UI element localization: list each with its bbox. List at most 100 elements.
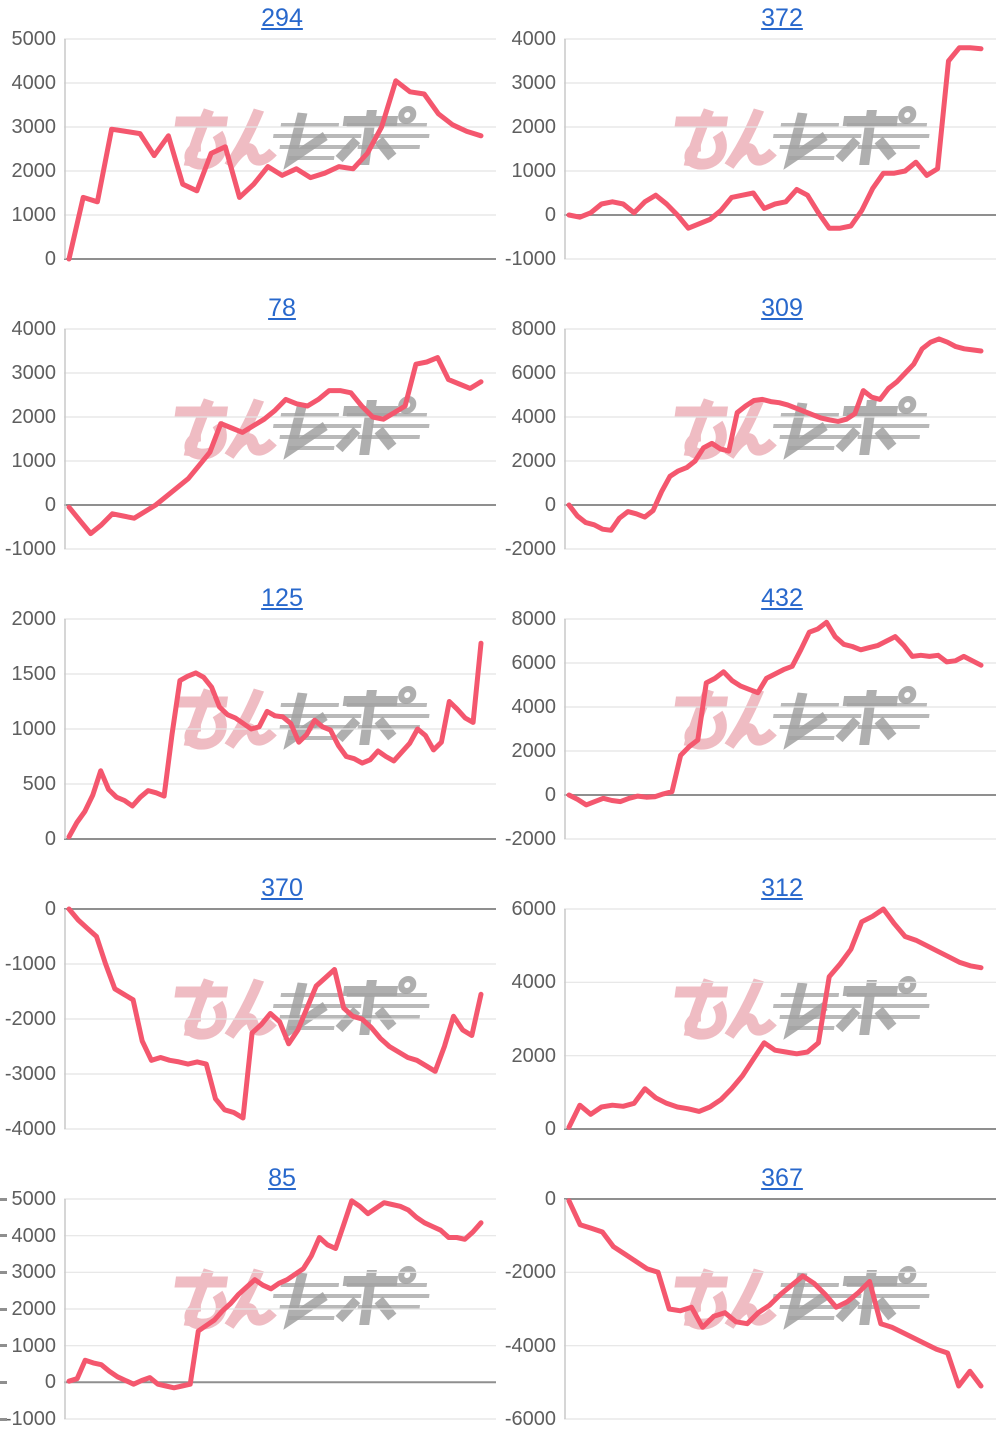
chart-title-link[interactable]: 372	[761, 4, 803, 32]
chart-body: 8000 6000 4000 2000 0 -2000	[500, 319, 1000, 559]
y-tick-label: 4000	[511, 406, 557, 428]
y-tick-label: 4000	[511, 28, 557, 50]
chart-cell: 367 0 -2000 -4000 -6000	[500, 1160, 1000, 1450]
clipped-tick-mark	[0, 1270, 7, 1274]
y-tick-label: 1000	[11, 204, 57, 226]
plot-area	[564, 1196, 996, 1422]
chart-body: 4000 3000 2000 1000 0 -1000	[500, 29, 1000, 269]
chart-body: 5000 4000 3000 2000 1000 0 -1000	[0, 1189, 500, 1429]
y-tick-label: 0	[44, 1371, 56, 1394]
y-tick-label: 4000	[511, 696, 557, 718]
line-chart	[64, 38, 496, 262]
chart-title-link[interactable]: 370	[261, 874, 303, 902]
y-tick-label: 1000	[11, 718, 57, 740]
y-tick-label: 500	[22, 773, 56, 795]
y-tick-label: 0	[44, 828, 56, 850]
chart-body: 8000 6000 4000 2000 0 -2000	[500, 609, 1000, 849]
chart-cell: 85 5000 4000 3000 2000 1000 0 -1000	[0, 1160, 500, 1450]
plot-area	[64, 36, 496, 262]
y-tick-label: -1000	[504, 248, 556, 270]
y-axis: 5000 4000 3000 2000 1000 0	[0, 29, 64, 269]
y-tick-label: 2000	[511, 450, 557, 472]
y-tick-label: 6000	[511, 362, 557, 384]
y-axis: 6000 4000 2000 0	[500, 899, 564, 1139]
y-tick-label: 1000	[11, 450, 57, 472]
y-tick-label: -2000	[4, 1008, 56, 1030]
y-tick-label: 1500	[11, 663, 57, 685]
chart-title-row: 125	[0, 580, 500, 616]
chart-title-link[interactable]: 78	[268, 294, 296, 322]
clipped-tick-mark	[0, 1307, 7, 1311]
y-tick-label: 6000	[511, 898, 557, 920]
y-tick-label: -2000	[504, 1261, 556, 1284]
chart-title-link[interactable]: 294	[261, 4, 303, 32]
chart-title-row: 85	[0, 1160, 500, 1196]
y-tick-label: 3000	[511, 72, 557, 94]
chart-title-link[interactable]: 367	[761, 1164, 803, 1192]
y-tick-label: -1000	[4, 538, 56, 560]
y-tick-label: 3000	[11, 362, 57, 384]
y-tick-label: 1000	[11, 1334, 57, 1357]
y-tick-label: 8000	[511, 318, 557, 340]
y-tick-label: 0	[544, 1118, 556, 1140]
chart-title-link[interactable]: 432	[761, 584, 803, 612]
clipped-tick-mark	[0, 1344, 7, 1348]
y-tick-label: 5000	[11, 28, 57, 50]
line-chart	[564, 906, 996, 1130]
chart-title-link[interactable]: 309	[761, 294, 803, 322]
chart-body: 5000 4000 3000 2000 1000 0	[0, 29, 500, 269]
plot-area	[564, 906, 996, 1132]
chart-title-row: 312	[500, 870, 1000, 906]
chart-body: 0 -2000 -4000 -6000	[500, 1189, 1000, 1429]
chart-title-link[interactable]: 85	[268, 1164, 296, 1192]
y-tick-label: -4000	[504, 1334, 556, 1357]
y-tick-label: 4000	[11, 72, 57, 94]
y-tick-label: 0	[44, 898, 56, 920]
chart-cell: 312 6000 4000 2000 0	[500, 870, 1000, 1160]
y-axis: 0 -2000 -4000 -6000	[500, 1189, 564, 1429]
chart-title-link[interactable]: 312	[761, 874, 803, 902]
y-axis: 8000 6000 4000 2000 0 -2000	[500, 609, 564, 849]
clipped-tick-mark	[0, 1417, 7, 1421]
plot-area	[64, 326, 496, 552]
y-tick-label: 3000	[11, 1261, 57, 1284]
y-tick-label: 5000	[11, 1188, 57, 1210]
plot-area	[564, 326, 996, 552]
y-tick-label: 2000	[11, 160, 57, 182]
plot-area	[564, 36, 996, 262]
y-tick-label: 2000	[511, 116, 557, 138]
chart-cell: 78 4000 3000 2000 1000 0 -1000	[0, 290, 500, 580]
chart-body: 2000 1500 1000 500 0	[0, 609, 500, 849]
y-tick-label: -2000	[504, 828, 556, 850]
y-tick-label: 2000	[511, 1044, 557, 1067]
line-chart	[64, 328, 496, 550]
line-chart	[564, 38, 996, 260]
chart-title-row: 78	[0, 290, 500, 326]
y-tick-label: 0	[44, 494, 56, 516]
y-axis: 5000 4000 3000 2000 1000 0 -1000	[0, 1189, 64, 1429]
y-tick-label: -1000	[4, 953, 56, 975]
y-tick-label: 0	[544, 1188, 556, 1210]
y-tick-label: 4000	[11, 318, 57, 340]
y-axis: 4000 3000 2000 1000 0 -1000	[500, 29, 564, 269]
y-tick-label: -2000	[504, 538, 556, 560]
chart-title-row: 294	[0, 0, 500, 36]
line-chart	[64, 1198, 496, 1420]
y-tick-label: 0	[544, 784, 556, 806]
chart-cell: 309 8000 6000 4000 2000 0 -2000	[500, 290, 1000, 580]
chart-title-row: 372	[500, 0, 1000, 36]
y-tick-label: -4000	[4, 1118, 56, 1140]
line-chart	[64, 906, 496, 1130]
y-tick-label: 0	[544, 494, 556, 516]
chart-body: 0 -1000 -2000 -3000 -4000	[0, 899, 500, 1139]
y-axis: 4000 3000 2000 1000 0 -1000	[0, 319, 64, 559]
y-tick-label: 3000	[11, 116, 57, 138]
chart-title-link[interactable]: 125	[261, 584, 303, 612]
line-chart	[64, 618, 496, 840]
clipped-tick-mark	[0, 1380, 7, 1384]
y-tick-label: 2000	[11, 608, 57, 630]
y-axis: 2000 1500 1000 500 0	[0, 609, 64, 849]
plot-area	[64, 616, 496, 842]
y-tick-label: 6000	[511, 652, 557, 674]
